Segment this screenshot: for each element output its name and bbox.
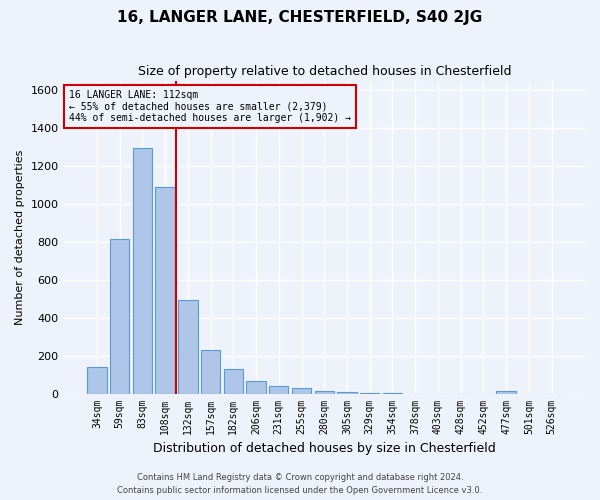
Text: Contains HM Land Registry data © Crown copyright and database right 2024.
Contai: Contains HM Land Registry data © Crown c… — [118, 474, 482, 495]
Bar — [155, 187, 175, 394]
Bar — [496, 392, 516, 394]
Bar — [201, 350, 220, 394]
Bar — [224, 369, 243, 394]
X-axis label: Distribution of detached houses by size in Chesterfield: Distribution of detached houses by size … — [153, 442, 496, 455]
Bar — [269, 386, 289, 394]
Bar — [337, 392, 356, 394]
Bar — [178, 300, 197, 394]
Bar — [360, 393, 379, 394]
Bar — [292, 388, 311, 394]
Bar — [110, 239, 130, 394]
Y-axis label: Number of detached properties: Number of detached properties — [15, 150, 25, 324]
Bar — [87, 367, 107, 394]
Text: 16 LANGER LANE: 112sqm
← 55% of detached houses are smaller (2,379)
44% of semi-: 16 LANGER LANE: 112sqm ← 55% of detached… — [69, 90, 351, 123]
Bar — [314, 390, 334, 394]
Title: Size of property relative to detached houses in Chesterfield: Size of property relative to detached ho… — [137, 65, 511, 78]
Bar — [133, 148, 152, 394]
Text: 16, LANGER LANE, CHESTERFIELD, S40 2JG: 16, LANGER LANE, CHESTERFIELD, S40 2JG — [118, 10, 482, 25]
Bar — [247, 381, 266, 394]
